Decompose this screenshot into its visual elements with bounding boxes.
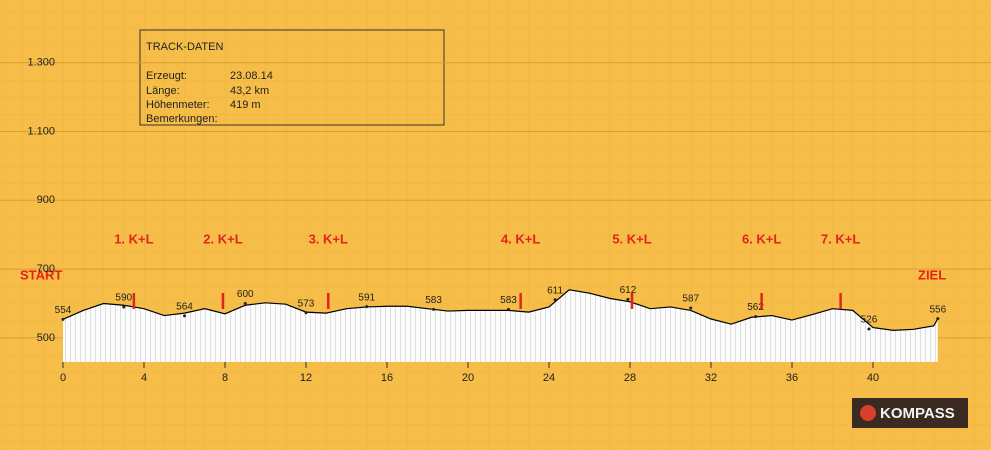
checkpoint-label: 2. K+L	[203, 231, 242, 246]
y-tick-label: 1.100	[27, 125, 55, 137]
checkpoint-label: 6. K+L	[742, 231, 781, 246]
checkpoint-label: 3. K+L	[309, 231, 348, 246]
point-dot	[553, 298, 557, 302]
info-key: Erzeugt:	[146, 70, 187, 82]
info-value: 43,2 km	[230, 85, 269, 97]
point-label: 554	[55, 305, 72, 316]
y-tick-label: 900	[37, 194, 55, 206]
point-label: 612	[620, 285, 637, 296]
x-tick-label: 0	[60, 372, 66, 384]
y-tick-label: 1.300	[27, 57, 55, 69]
elevation-area	[63, 289, 938, 362]
point-label: 562	[747, 302, 764, 313]
y-tick-label: 700	[37, 263, 55, 275]
logo: KOMPASS	[880, 405, 955, 422]
point-label: 587	[682, 294, 699, 305]
point-dot	[689, 306, 693, 310]
point-dot	[626, 297, 630, 301]
x-tick-label: 24	[543, 372, 555, 384]
info-value: 23.08.14	[230, 70, 273, 82]
point-dot	[61, 317, 65, 321]
info-title: TRACK-DATEN	[146, 41, 223, 53]
info-key: Länge:	[146, 85, 180, 97]
point-dot	[867, 327, 871, 331]
point-label: 590	[115, 293, 132, 304]
x-tick-label: 8	[222, 372, 228, 384]
x-tick-label: 12	[300, 372, 312, 384]
point-label: 591	[358, 292, 375, 303]
point-label: 611	[547, 285, 563, 296]
x-tick-label: 40	[867, 372, 879, 384]
point-label: 526	[861, 315, 878, 326]
point-label: 573	[298, 298, 315, 309]
x-tick-label: 20	[462, 372, 474, 384]
info-key: Höhenmeter:	[146, 99, 210, 111]
point-dot	[365, 305, 369, 309]
info-box	[139, 29, 445, 126]
checkpoint-label: 1. K+L	[114, 231, 153, 246]
point-label: 583	[425, 295, 442, 306]
point-dot	[936, 317, 940, 321]
checkpoint-label: 4. K+L	[501, 231, 540, 246]
point-label: 600	[237, 289, 254, 300]
point-dot	[122, 305, 126, 309]
checkpoint-label: 5. K+L	[612, 231, 651, 246]
point-dot	[304, 311, 308, 315]
point-dot	[432, 307, 436, 311]
end-label: ZIEL	[918, 267, 946, 282]
point-dot	[754, 315, 758, 319]
point-dot	[507, 307, 510, 311]
x-tick-label: 36	[786, 372, 798, 384]
x-tick-label: 28	[624, 372, 636, 384]
x-tick-label: 32	[705, 372, 717, 384]
info-value: 419 m	[230, 99, 261, 111]
checkpoint-label: 7. K+L	[821, 231, 860, 246]
x-tick-label: 4	[141, 372, 147, 384]
y-tick-label: 500	[37, 332, 55, 344]
logo-icon	[860, 405, 876, 421]
info-key: Bemerkungen:	[146, 113, 218, 125]
point-dot	[183, 314, 186, 318]
point-label: 583	[500, 295, 517, 306]
x-tick-label: 16	[381, 372, 393, 384]
point-label: 556	[929, 304, 946, 315]
point-dot	[243, 302, 247, 306]
start-label: START	[20, 267, 62, 282]
point-label: 564	[176, 302, 193, 313]
